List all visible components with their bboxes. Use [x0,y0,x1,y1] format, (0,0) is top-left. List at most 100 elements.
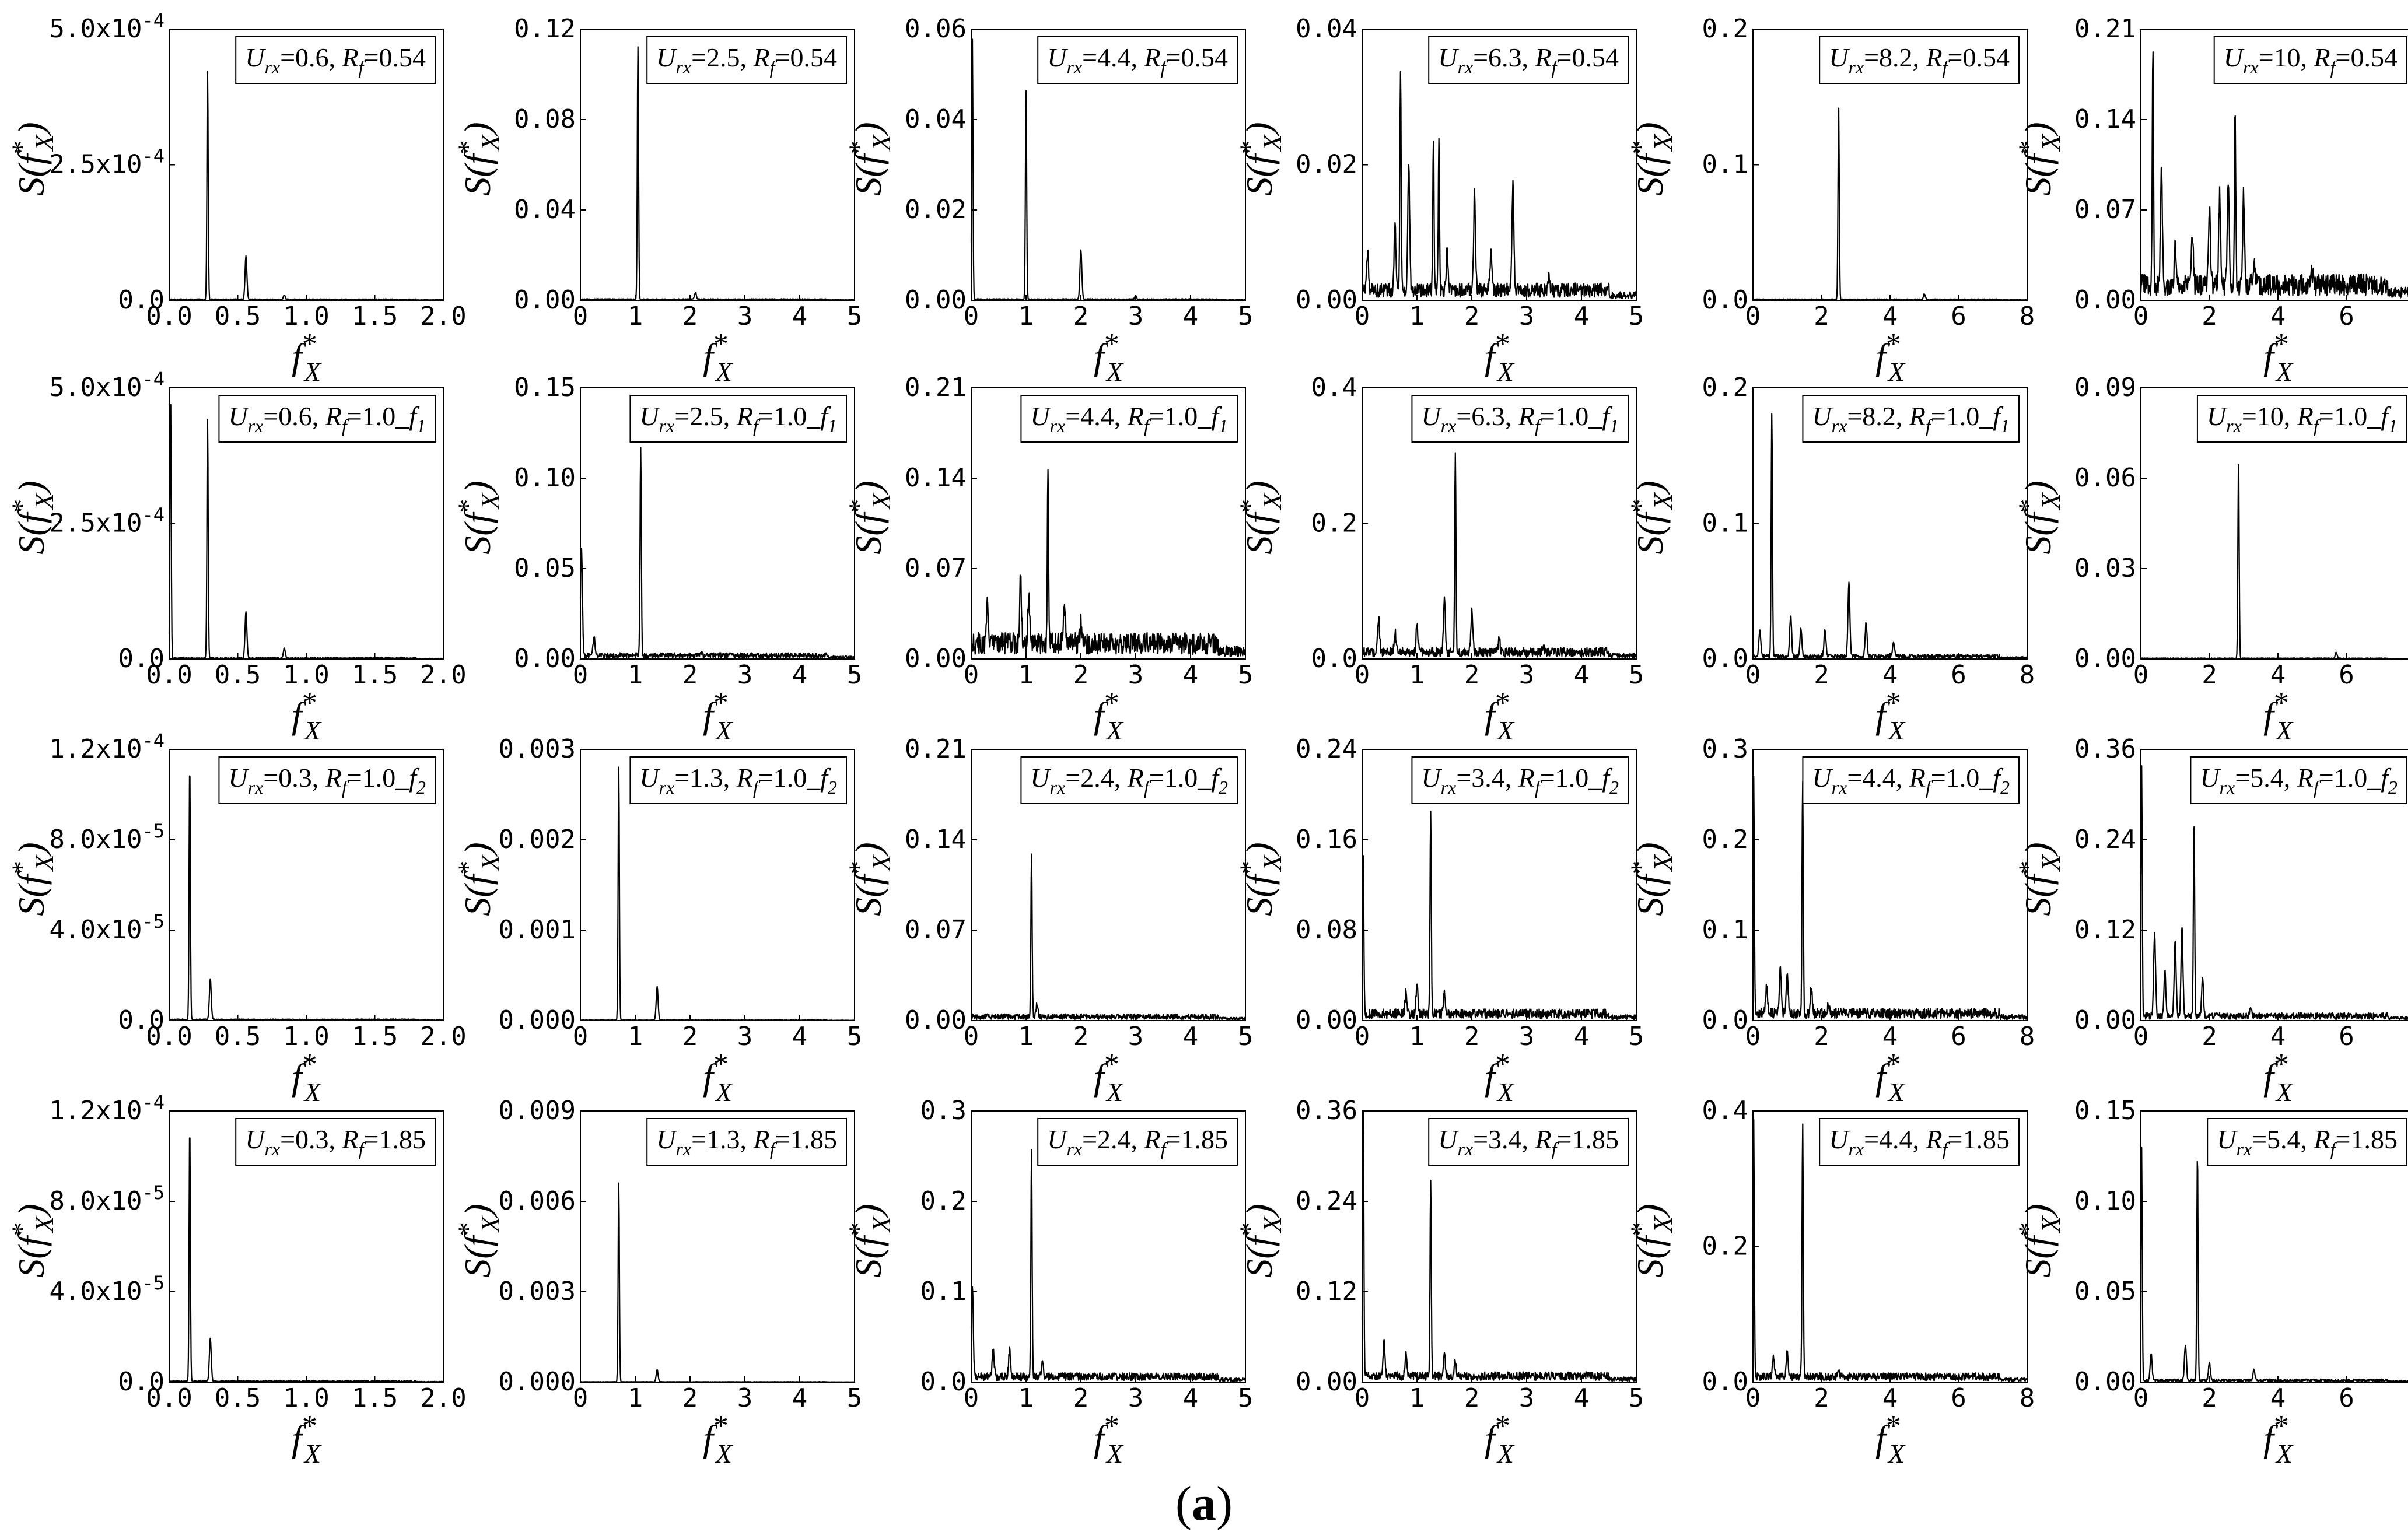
y-tick-label: 0.21 [905,373,967,402]
y-tick-label: 0.2 [1311,509,1357,538]
annotation-box [1819,1118,2020,1166]
x-tick-label: 0 [2133,1383,2149,1413]
x-tick-label: 1.0 [283,660,329,690]
y-tick-label: 0.10 [514,463,576,493]
annotation-box [2213,36,2407,84]
x-tick-label: 4 [2270,660,2286,690]
x-axis-label: f* X [2263,686,2294,745]
x-tick-label: 1.5 [352,660,398,690]
annotation-box [2190,756,2407,804]
y-tick-label: 0.0 [1311,644,1357,674]
x-tick-label: 4 [1882,1383,1898,1413]
y-axis-label: S(f*X) [1625,1204,1678,1278]
x-tick-label: 0 [964,660,979,690]
y-axis-label: S(f*X) [844,1204,896,1278]
x-tick-label: 8 [2407,660,2408,690]
x-tick-label: 3 [737,302,753,331]
y-tick-label: 0.0 [118,285,164,315]
y-tick-label: 0.1 [1702,509,1748,538]
y-tick-label: 0.05 [514,553,576,583]
y-tick-label: 0.21 [2074,14,2136,44]
panel-r3c4: 0 1 2 3 4 5 0.00 0.08 0.16 0.24 S(f*X) f* X Urx=3.4, … [1234,734,1644,1107]
y-tick-label: 0.06 [2074,463,2136,493]
x-tick-label: 3 [1519,660,1535,690]
x-tick-label: 8 [2407,302,2408,331]
panel-annotation: Urx=2.4, Rf=1.0_f2​ [1030,763,1228,798]
x-tick-label: 3 [737,1022,753,1051]
y-tick-label: 0.002 [499,825,576,854]
panel-annotation: Urx=2.5, Rf=0.54 [656,43,837,78]
panel-r3c2: 0 1 2 3 4 5 0.000 0.001 0.002 0.003 S(f*X) f* X Urx=1… [453,734,862,1107]
annotation-box [218,756,436,804]
y-tick-label: 0.00 [905,1005,967,1035]
x-tick-label: 4 [1183,1383,1199,1413]
x-tick-label: 0 [2133,1022,2149,1051]
y-tick-label: 0.00 [2074,285,2136,315]
x-tick-label: 5 [1238,302,1254,331]
y-tick-label: 0.07 [2074,195,2136,225]
x-axis-label: f* X [292,328,322,387]
x-tick-label: 8 [2407,1022,2408,1051]
y-tick-label: 0.00 [2074,1005,2136,1035]
y-tick-label: 0.14 [2074,104,2136,134]
x-tick-label: 2 [1814,660,1829,690]
x-tick-label: 0 [1745,660,1761,690]
x-tick-label: 2 [682,1022,698,1051]
x-tick-label: 1 [1019,302,1034,331]
spectrum-line [580,766,855,1021]
x-tick-label: 4 [1882,1022,1898,1051]
annotation-box [235,36,436,84]
panel-r2c2: 0 1 2 3 4 5 0.00 0.05 0.10 0.15 S(f*X) f* X Urx=2.5, … [453,373,862,745]
panel-r3c5: 0 2 4 6 8 0.0 0.1 0.2 0.3 S(f*X) f* X Urx=4.4, Rf=1.… [1625,734,2035,1107]
x-tick-label: 0 [1745,302,1761,331]
spectrum-line [1361,71,1637,300]
x-tick-label: 2.0 [420,1383,466,1413]
x-tick-label: 6 [2339,1383,2354,1413]
spectrum-line [169,71,444,301]
spectrum-line [2140,464,2408,660]
x-tick-label: 0.0 [146,1383,192,1413]
x-tick-label: 4 [1574,1022,1590,1051]
x-tick-label: 4 [2270,1022,2286,1051]
y-axis-label: S(f*X) [2013,122,2066,196]
y-tick-label: 0.12 [514,14,576,44]
x-tick-label: 1.5 [352,1383,398,1413]
x-axis-label: f* X [703,1048,733,1107]
y-tick-label: 0.3 [1702,734,1748,764]
x-tick-label: 4 [2270,302,2286,331]
x-axis-label: f* X [1485,1410,1515,1468]
x-tick-label: 2.0 [420,302,466,331]
panel-annotation: Urx=1.3, Rf=1.0_f2​ [639,763,837,798]
y-tick-label: 0.04 [514,195,576,225]
y-tick-label: 0.36 [2074,734,2136,764]
y-tick-label: 8.0x10-5 [50,820,164,854]
panel-r4c6: 0 2 4 6 8 0.00 0.05 0.10 0.15 S(f*X) f*X Urx=5.4, R… [2013,1096,2408,1468]
x-tick-label: 6 [1951,302,1966,331]
y-tick-label: 0.16 [1296,825,1357,854]
x-tick-label: 0 [964,302,979,331]
x-tick-label: 6 [1951,1022,1966,1051]
y-axis-label: S(f*X) [1234,842,1287,916]
y-tick-label: 0.0 [1702,644,1748,674]
x-tick-label: 0.5 [215,660,261,690]
annotation-box [1802,756,2020,804]
panel-annotation: Urx=3.4, Rf=1.0_f2​ [1421,763,1619,798]
y-tick-label: 0.24 [1296,734,1357,764]
y-tick-label: 5.0x10-4 [50,368,164,402]
x-tick-label: 4 [1882,660,1898,690]
x-tick-label: 0.0 [146,660,192,690]
spectrum-line [2140,1147,2408,1383]
x-axis-label: f* X [1485,328,1515,387]
annotation-box [1020,395,1238,443]
x-axis-label: f* X [703,1410,733,1468]
x-tick-label: 6 [1951,1383,1966,1413]
panel-annotation: Urx=6.3, Rf=1.0_f1​ [1421,401,1619,436]
x-axis-label: f* X [1485,686,1515,745]
x-tick-label: 1.0 [283,1383,329,1413]
annotation-box [629,395,847,443]
y-axis-label: S(f*X) [2013,481,2066,555]
x-tick-label: 4 [1574,302,1590,331]
x-tick-label: 2 [1814,1383,1829,1413]
y-axis-label: S(f*X) [2013,842,2066,916]
